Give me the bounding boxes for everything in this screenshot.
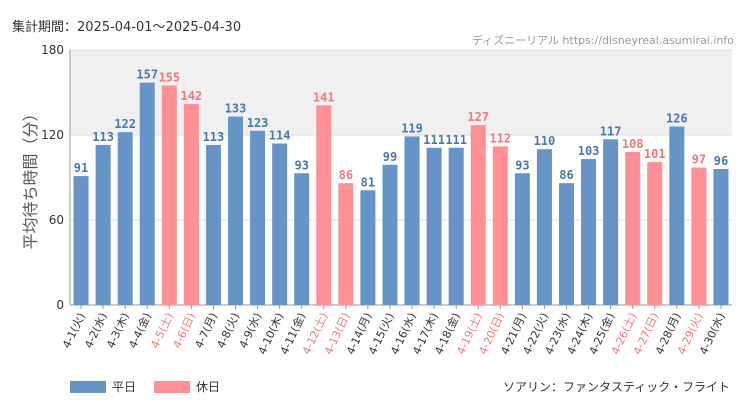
bar	[382, 164, 398, 305]
bar-value-label: 93	[294, 158, 308, 172]
bar	[448, 147, 464, 305]
bar	[669, 126, 685, 305]
bar-value-label: 113	[203, 130, 225, 144]
legend-label-weekday: 平日	[112, 380, 137, 394]
legend-item-holiday[interactable]: 休日	[154, 378, 220, 395]
bar-value-label: 142	[181, 89, 203, 103]
attraction-name: ソアリン：ファンタスティック・フライト	[502, 380, 730, 394]
bar-value-label: 101	[644, 147, 666, 161]
bar	[250, 130, 266, 305]
source-text: ディズニーリアル https://disneyreal.asumirai.inf…	[471, 34, 734, 47]
bar-value-label: 122	[114, 117, 136, 131]
bar-value-label: 81	[361, 175, 375, 189]
bar-value-label: 141	[313, 90, 335, 104]
bar-value-label: 113	[92, 130, 114, 144]
bar	[117, 132, 133, 305]
bar	[603, 139, 619, 305]
bar	[581, 159, 597, 305]
bar	[161, 85, 177, 306]
bar	[404, 136, 420, 305]
bar-value-label: 133	[225, 102, 247, 116]
y-tick-label: 0	[56, 298, 64, 312]
bar-value-label: 108	[622, 137, 644, 151]
bar-value-label: 103	[578, 144, 600, 158]
plot-band	[70, 50, 732, 135]
bar	[647, 161, 663, 305]
bar-value-label: 97	[692, 153, 706, 167]
bar-value-label: 126	[666, 112, 688, 126]
bar-value-label: 110	[534, 134, 556, 148]
bar-value-label: 157	[136, 68, 158, 82]
legend-item-weekday[interactable]: 平日	[70, 378, 136, 395]
bar-value-label: 111	[445, 133, 467, 147]
y-tick-label: 120	[41, 128, 64, 142]
bar-value-label: 93	[515, 158, 529, 172]
y-tick-label: 60	[49, 213, 64, 227]
bar-value-label: 155	[158, 70, 180, 84]
bar	[338, 183, 354, 305]
period-text: 集計期間：2025-04-01～2025-04-30	[12, 20, 242, 35]
bar-value-label: 86	[559, 168, 573, 182]
bar	[492, 146, 508, 305]
bar-value-label: 86	[339, 168, 353, 182]
bar	[183, 103, 199, 305]
bar-value-label: 117	[600, 124, 622, 138]
bar	[691, 167, 707, 305]
legend-swatch-holiday	[154, 380, 191, 393]
bar	[73, 176, 89, 305]
bar-value-label: 112	[489, 131, 511, 145]
bar-value-label: 91	[74, 161, 88, 175]
bar	[470, 125, 486, 305]
bar	[227, 116, 244, 305]
bar	[272, 143, 288, 305]
bar-value-label: 99	[383, 150, 397, 164]
bar	[139, 82, 155, 305]
bar	[514, 173, 530, 305]
bar-value-label: 114	[269, 129, 291, 143]
bar-value-label: 119	[401, 121, 423, 135]
y-axis-title: 平均待ち時間（分）	[21, 105, 40, 249]
bar	[625, 152, 641, 305]
bar	[536, 149, 552, 305]
bar	[316, 105, 332, 305]
legend-label-holiday: 休日	[196, 380, 221, 394]
bar	[713, 169, 729, 305]
y-tick-label: 180	[41, 43, 64, 57]
legend-swatch-weekday	[70, 380, 106, 393]
legend: 平日 休日	[70, 378, 220, 395]
bar	[360, 190, 376, 305]
bar-value-label: 96	[714, 154, 728, 168]
bar-value-label: 123	[247, 116, 269, 130]
bar-value-label: 111	[423, 133, 445, 147]
bar	[558, 183, 575, 305]
bar	[426, 147, 442, 305]
bar	[95, 144, 111, 305]
bar-value-label: 127	[467, 110, 489, 124]
bar	[205, 144, 221, 305]
bar	[294, 173, 310, 305]
